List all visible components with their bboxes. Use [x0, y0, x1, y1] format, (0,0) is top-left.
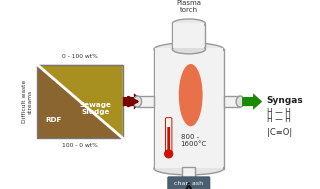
- Text: 800 -
1600°C: 800 - 1600°C: [180, 134, 207, 147]
- Text: Difficult waste
streams: Difficult waste streams: [22, 80, 33, 123]
- Text: Plasma
torch: Plasma torch: [176, 0, 201, 12]
- Ellipse shape: [179, 64, 203, 126]
- Text: RDF: RDF: [46, 117, 62, 123]
- Text: |C≡O|: |C≡O|: [267, 128, 292, 137]
- Bar: [155, 48, 223, 168]
- Text: H — H: H — H: [267, 115, 291, 124]
- Bar: [172, 24, 205, 49]
- FancyBboxPatch shape: [168, 177, 210, 189]
- Text: Sewage
Sludge: Sewage Sludge: [79, 102, 111, 115]
- FancyBboxPatch shape: [167, 127, 170, 153]
- Bar: [173, 23, 204, 48]
- Bar: [37, 65, 123, 138]
- Ellipse shape: [236, 96, 244, 107]
- Polygon shape: [37, 65, 123, 138]
- Ellipse shape: [133, 96, 142, 107]
- Bar: [154, 49, 224, 169]
- Ellipse shape: [154, 43, 224, 56]
- Bar: [224, 96, 240, 107]
- Polygon shape: [37, 65, 123, 138]
- Ellipse shape: [172, 45, 205, 54]
- Ellipse shape: [182, 184, 195, 189]
- Text: 100 - 0 wt%: 100 - 0 wt%: [62, 143, 98, 148]
- FancyBboxPatch shape: [165, 118, 172, 154]
- Ellipse shape: [154, 162, 224, 175]
- Text: H — H: H — H: [267, 108, 291, 117]
- Bar: [138, 96, 154, 107]
- Polygon shape: [123, 93, 143, 110]
- Text: 0 - 100 wt%: 0 - 100 wt%: [62, 54, 98, 59]
- Text: Syngas: Syngas: [266, 96, 303, 105]
- Ellipse shape: [172, 19, 205, 28]
- Ellipse shape: [164, 150, 173, 158]
- Bar: [182, 167, 195, 187]
- Polygon shape: [242, 93, 262, 110]
- Text: char, ash: char, ash: [174, 181, 204, 186]
